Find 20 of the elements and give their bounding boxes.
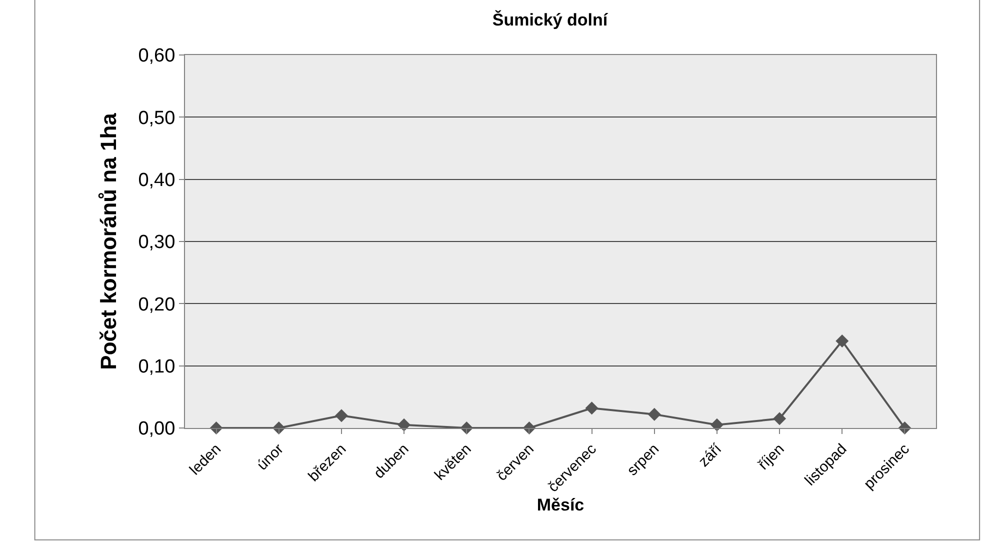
y-tick-label: 0,20 bbox=[138, 294, 176, 316]
y-tick-label: 0,50 bbox=[138, 108, 176, 129]
point bbox=[773, 412, 786, 426]
point bbox=[334, 409, 348, 422]
y-tick-label: 0,40 bbox=[138, 170, 176, 191]
point bbox=[648, 408, 661, 421]
point bbox=[398, 418, 411, 432]
y-tick-label: 0,30 bbox=[138, 232, 176, 254]
point bbox=[836, 334, 849, 348]
point bbox=[585, 402, 598, 415]
y-tick-label: 0,10 bbox=[138, 356, 176, 378]
chart-title: Šumický dolní bbox=[492, 10, 609, 30]
y-tick-label: 0,00 bbox=[138, 418, 176, 440]
point bbox=[710, 418, 724, 432]
x-tick-label: únor bbox=[254, 440, 288, 474]
x-axis-title: Měsíc bbox=[536, 496, 584, 515]
y-tick-label: 0,60 bbox=[138, 46, 176, 67]
x-tick-label: září bbox=[695, 440, 726, 470]
x-tick-label: říjen bbox=[755, 440, 788, 474]
y-axis-title: Počet kormoránů na 1ha bbox=[96, 112, 122, 370]
